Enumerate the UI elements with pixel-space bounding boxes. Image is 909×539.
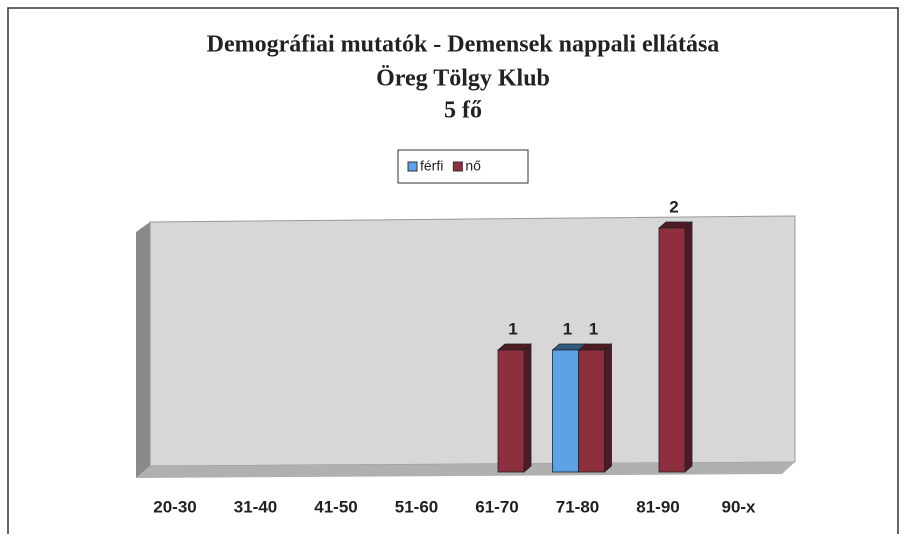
x-tick-label: 41-50 [314,497,357,516]
chart-title: Demográfiai mutatók - Demensek nappali e… [207,32,720,58]
x-tick-label: 31-40 [234,497,277,516]
floor [136,462,795,478]
legend-label: nő [465,158,481,174]
chart-title: Öreg Tölgy Klub [376,66,550,92]
legend-swatch [407,161,418,172]
value-label: 1 [589,319,598,338]
bar-side [604,343,612,473]
x-tick-label: 81-90 [636,497,679,516]
bar [658,227,686,473]
bar-side [684,221,693,473]
bar [578,349,605,473]
value-label: 1 [508,319,517,338]
legend [397,149,529,184]
side-wall [136,222,150,478]
chart-title: 5 fő [444,98,482,124]
x-tick-label: 71-80 [556,497,599,516]
bar-side [523,343,532,473]
back-wall [149,215,796,467]
legend-label: férfi [420,158,443,174]
legend-swatch [452,161,463,172]
x-tick-label: 51-60 [395,497,438,516]
value-label: 1 [563,319,572,338]
bar [497,349,525,473]
bar [552,349,579,473]
value-label: 2 [669,197,678,216]
x-tick-label: 61-70 [475,497,518,516]
x-tick-label: 20-30 [153,497,196,516]
x-tick-label: 90-x [721,497,756,516]
